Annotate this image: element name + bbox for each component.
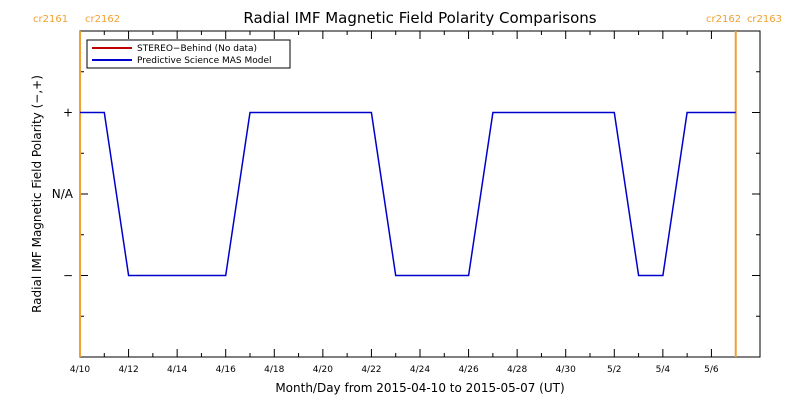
y-tick-label: N/A	[52, 187, 74, 201]
y-axis-label: Radial IMF Magnetic Field Polarity (−,+)	[30, 75, 44, 313]
x-tick-label: 4/26	[458, 365, 478, 375]
x-tick-label: 5/2	[607, 365, 621, 375]
x-tick-label: 4/28	[507, 365, 527, 375]
x-axis-label: Month/Day from 2015-04-10 to 2015-05-07 …	[275, 381, 564, 395]
x-tick-labels: 4/10 4/12 4/14 4/16 4/18 4/20 4/22 4/24 4/26 4/28…	[70, 365, 719, 375]
x-tick-label: 5/4	[656, 365, 671, 375]
x-tick-label: 4/14	[167, 365, 187, 375]
carrington-label-left-1: cr2161	[33, 14, 68, 25]
carrington-label-right-2: cr2163	[747, 14, 782, 25]
x-tick-label: 4/10	[70, 365, 90, 375]
plot-frame	[79, 30, 761, 358]
x-tick-label: 4/20	[313, 365, 333, 375]
axis-ticks	[79, 30, 761, 358]
y-tick-labels: + N/A −	[52, 106, 74, 283]
legend-label-stereo: STEREO−Behind (No data)	[137, 44, 257, 54]
legend: STEREO−Behind (No data) Predictive Scien…	[86, 39, 291, 69]
carrington-label-right-1: cr2162	[706, 14, 741, 25]
legend-box	[86, 39, 291, 69]
series-lines	[80, 111, 736, 277]
x-tick-label: 4/22	[361, 365, 381, 375]
x-tick-label: 4/24	[410, 365, 430, 375]
x-tick-label: 4/16	[216, 365, 236, 375]
y-tick-label: +	[63, 106, 73, 120]
y-tick-label: −	[63, 269, 73, 283]
carrington-label-left-2: cr2162	[85, 14, 120, 25]
series-line-mas-model	[80, 111, 736, 277]
x-tick-label: 4/30	[556, 365, 576, 375]
carrington-boundaries	[79, 31, 737, 357]
legend-label-mas: Predictive Science MAS Model	[137, 56, 272, 66]
chart-title: Radial IMF Magnetic Field Polarity Compa…	[243, 9, 596, 27]
x-tick-label: 5/6	[704, 365, 719, 375]
x-tick-label: 4/18	[264, 365, 284, 375]
x-tick-label: 4/12	[118, 365, 138, 375]
